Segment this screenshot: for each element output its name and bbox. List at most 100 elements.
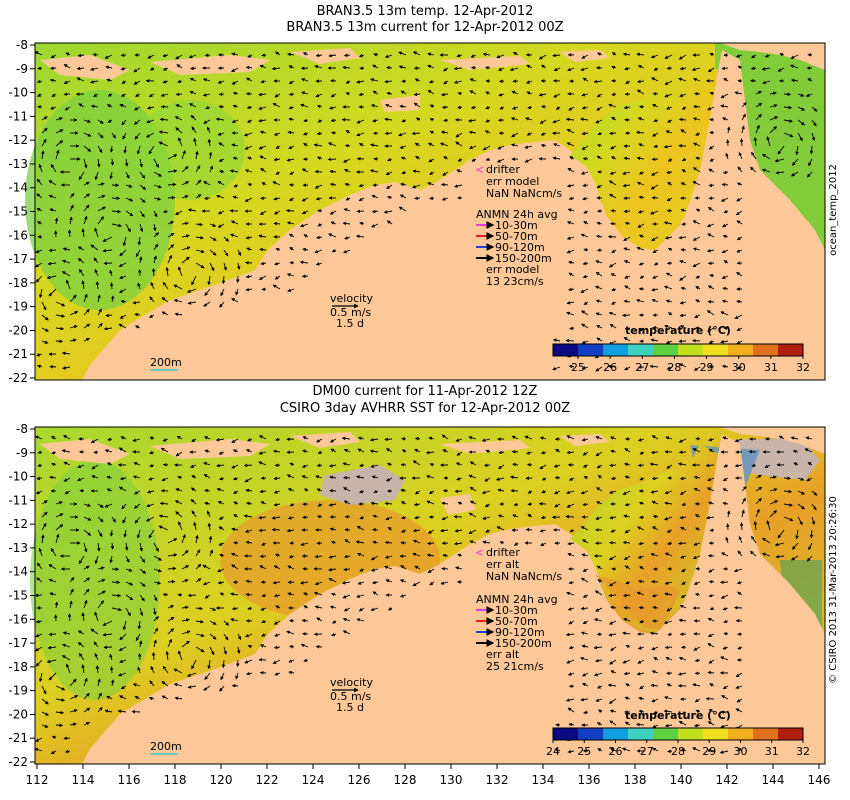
current-vector [314, 65, 323, 69]
current-vector [330, 221, 337, 225]
current-vector [636, 181, 645, 186]
current-vector [301, 210, 309, 215]
current-vector [92, 52, 99, 57]
current-vector [273, 221, 281, 226]
current-vector [356, 209, 365, 214]
current-vector [147, 106, 155, 110]
current-vector [693, 77, 701, 82]
current-vector [109, 145, 114, 153]
current-vector [232, 91, 239, 96]
current-vector [260, 79, 267, 84]
current-vector [359, 221, 365, 226]
current-vector [808, 158, 813, 167]
current-vector [384, 131, 393, 136]
current-vector [511, 132, 519, 138]
current-vector [596, 221, 603, 226]
current-vector [456, 53, 463, 58]
current-vector [259, 155, 267, 160]
current-vector [107, 119, 113, 123]
current-vector [34, 51, 43, 56]
current-vector [65, 52, 71, 56]
current-vector [707, 207, 715, 212]
current-vector [651, 157, 659, 162]
current-vector [593, 79, 603, 84]
current-vector [119, 103, 127, 108]
current-vector [469, 78, 477, 82]
current-vector [638, 171, 645, 175]
x-tick-label: 116 [118, 773, 141, 787]
current-vector [664, 93, 673, 98]
current-vector [124, 158, 129, 167]
current-vector [567, 67, 575, 72]
current-vector [104, 54, 113, 59]
colorbar-tick-label: 25 [577, 745, 591, 758]
current-vector [258, 145, 267, 150]
current-vector [566, 221, 575, 225]
current-vector [398, 51, 407, 56]
current-vector [708, 145, 715, 150]
colorbar-title: temperature (°C) [625, 709, 731, 722]
current-vector [258, 234, 267, 238]
current-vector [708, 580, 715, 584]
y-tick-label: -9 [16, 62, 28, 76]
current-vector [41, 116, 48, 121]
current-vector [427, 52, 435, 56]
current-vector [637, 210, 645, 214]
current-vector [175, 127, 183, 134]
current-vector [638, 143, 645, 147]
current-vector [580, 171, 589, 175]
current-vector [272, 103, 281, 108]
current-vector [414, 78, 421, 82]
current-vector [412, 51, 421, 56]
colorbar-segment [578, 728, 604, 740]
current-vector [750, 78, 757, 83]
drifter-marker-icon: < [475, 163, 484, 176]
current-vector [553, 67, 561, 72]
current-vector [244, 169, 253, 173]
current-vector [120, 93, 127, 97]
current-vector [455, 132, 463, 138]
panel-title-line1: DM00 current for 11-Apr-2012 12Z [313, 384, 538, 399]
current-vector [580, 233, 589, 238]
current-vector [735, 54, 743, 58]
colorbar-tick-label: 31 [765, 745, 779, 758]
current-vector [552, 119, 561, 124]
x-tick-label: 126 [348, 773, 371, 787]
current-vector [595, 234, 603, 239]
y-tick-label: -12 [8, 517, 28, 531]
current-vector [150, 67, 155, 71]
current-vector [652, 132, 659, 137]
current-vector [540, 143, 547, 148]
current-vector [204, 196, 211, 201]
current-vector [400, 156, 407, 161]
current-vector [97, 182, 105, 186]
current-vector [135, 249, 141, 258]
current-vector [400, 90, 407, 95]
current-vector [401, 79, 407, 83]
current-vector [137, 236, 142, 246]
current-vector [148, 145, 155, 155]
current-vector [751, 54, 757, 59]
current-vector [666, 671, 673, 676]
current-vector [749, 166, 757, 173]
current-vector [485, 105, 491, 110]
current-vector [209, 249, 217, 256]
current-vector [596, 106, 603, 111]
current-vector [55, 149, 60, 160]
y-tick-label: -15 [8, 589, 28, 603]
current-vector [187, 208, 197, 212]
current-vector [441, 130, 449, 135]
current-vector [78, 103, 85, 108]
colorbar-segment [728, 344, 754, 356]
current-vector [121, 119, 127, 126]
current-vector [596, 248, 603, 252]
current-vector [245, 65, 253, 70]
current-vector [302, 52, 309, 56]
current-vector [566, 236, 575, 240]
current-vector [555, 106, 561, 110]
current-vector [721, 182, 729, 187]
y-tick-label: -13 [8, 157, 28, 171]
current-vector [110, 158, 115, 166]
current-vector [153, 197, 162, 201]
current-vector [162, 463, 169, 467]
